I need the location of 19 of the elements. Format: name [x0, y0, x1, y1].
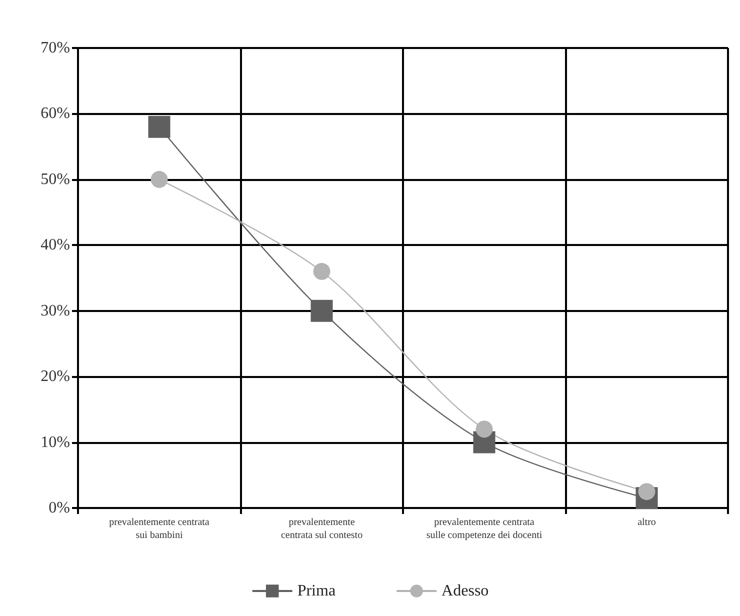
point	[476, 420, 493, 438]
y-tick-label: 10%	[40, 434, 70, 451]
legend-label: Adesso	[442, 582, 489, 600]
x-tick-label: prevalentemente centrata sui bambini	[109, 517, 210, 541]
x-tick-label: prevalentemente centrata sulle competenze dei docenti	[426, 517, 542, 541]
point	[313, 262, 330, 280]
point	[148, 116, 170, 138]
x-tick-label: altro	[638, 517, 656, 528]
point	[150, 170, 168, 188]
point	[310, 300, 333, 322]
x-tick-label: prevalentemente centrata sul contesto	[280, 517, 363, 541]
y-tick-label: 30%	[40, 302, 70, 320]
y-tick-label: 70%	[40, 40, 70, 56]
y-tick-label: 50%	[40, 170, 70, 188]
y-tick-label: 0%	[48, 500, 70, 516]
y-tick-label: 60%	[40, 105, 70, 122]
legend-label: Prima	[297, 582, 336, 600]
y-tick-label: 40%	[40, 236, 70, 254]
y-tick-label: 20%	[40, 368, 70, 386]
